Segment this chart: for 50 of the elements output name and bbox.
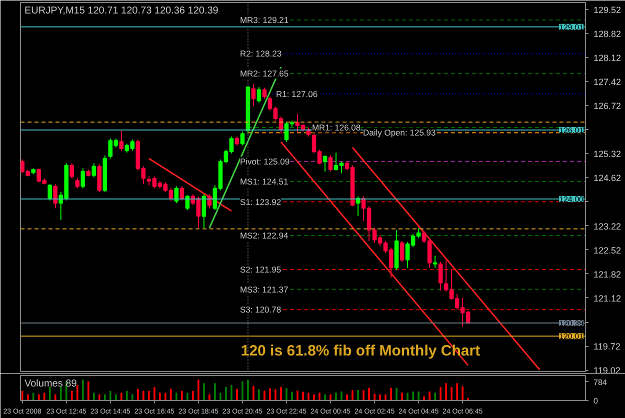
y-tick-label: 129.52: [594, 4, 622, 15]
candlestick: [432, 255, 438, 268]
ref-line-label: MS3: 121.37: [240, 284, 288, 294]
candlestick: [180, 186, 184, 201]
candlestick: [438, 261, 443, 292]
candlestick: [262, 87, 267, 100]
ref-line-label: R2: 128.23: [240, 48, 282, 59]
y-tick-label: 119.72: [594, 342, 620, 352]
chart-title: EURJPY,M15 120.71 120.73 120.36 120.39: [24, 6, 219, 16]
ref-line-label: Pivot: 125.09: [240, 156, 290, 167]
ref-line-label: MS1: 124.51: [240, 176, 288, 187]
y-tick-label: 0: [594, 396, 598, 406]
y-tick-label: 125.32: [594, 149, 622, 160]
y-tick-label: 122.52: [594, 245, 622, 256]
ref-line-label: MR1: 126.08: [312, 122, 361, 133]
ref-line-label: 129.01: [559, 22, 584, 32]
ref-line-label: Daily Open: 125.93: [362, 128, 436, 138]
y-tick-label: 124.62: [594, 173, 622, 184]
candlestick: [75, 178, 80, 189]
y-tick-label: 128.12: [594, 52, 622, 63]
y-tick-label: 126.72: [594, 101, 622, 112]
candlestick: [251, 83, 256, 106]
candlestick: [53, 184, 58, 209]
candlestick: [70, 162, 74, 179]
candlestick: [80, 168, 86, 189]
ref-line-label: S2: 121.95: [240, 264, 282, 274]
candlestick: [119, 130, 124, 152]
y-tick-label: 784: [594, 378, 608, 387]
candlestick: [48, 184, 52, 201]
ref-line-label: MS2: 122.94: [240, 230, 288, 240]
y-tick-label: 127.42: [594, 77, 622, 88]
ref-line-label: MR3: 129.21: [240, 15, 289, 26]
ref-line-label: 124.00: [559, 195, 584, 204]
y-tick-label: 121.12: [594, 293, 622, 304]
ref-line-label: S3: 120.78: [240, 304, 282, 315]
candlestick: [256, 86, 262, 104]
y-tick-label: 123.22: [594, 221, 622, 232]
candlestick: [92, 162, 96, 178]
ref-line-label: 120.01: [559, 332, 584, 342]
candlestick: [322, 154, 328, 172]
candlestick: [240, 131, 245, 146]
candlestick: [400, 240, 404, 262]
y-tick-label: 121.82: [594, 269, 622, 280]
y-tick-label: 128.82: [594, 28, 622, 39]
ref-line-label: 126.01: [559, 126, 584, 135]
candlestick: [328, 154, 333, 172]
ref-line-label: MR2: 127.65: [240, 68, 289, 79]
ref-line-label: R1: 127.06: [276, 88, 318, 99]
ref-line-label: S1: 123.92: [240, 196, 282, 207]
ref-line-label: 120.39: [559, 319, 584, 328]
